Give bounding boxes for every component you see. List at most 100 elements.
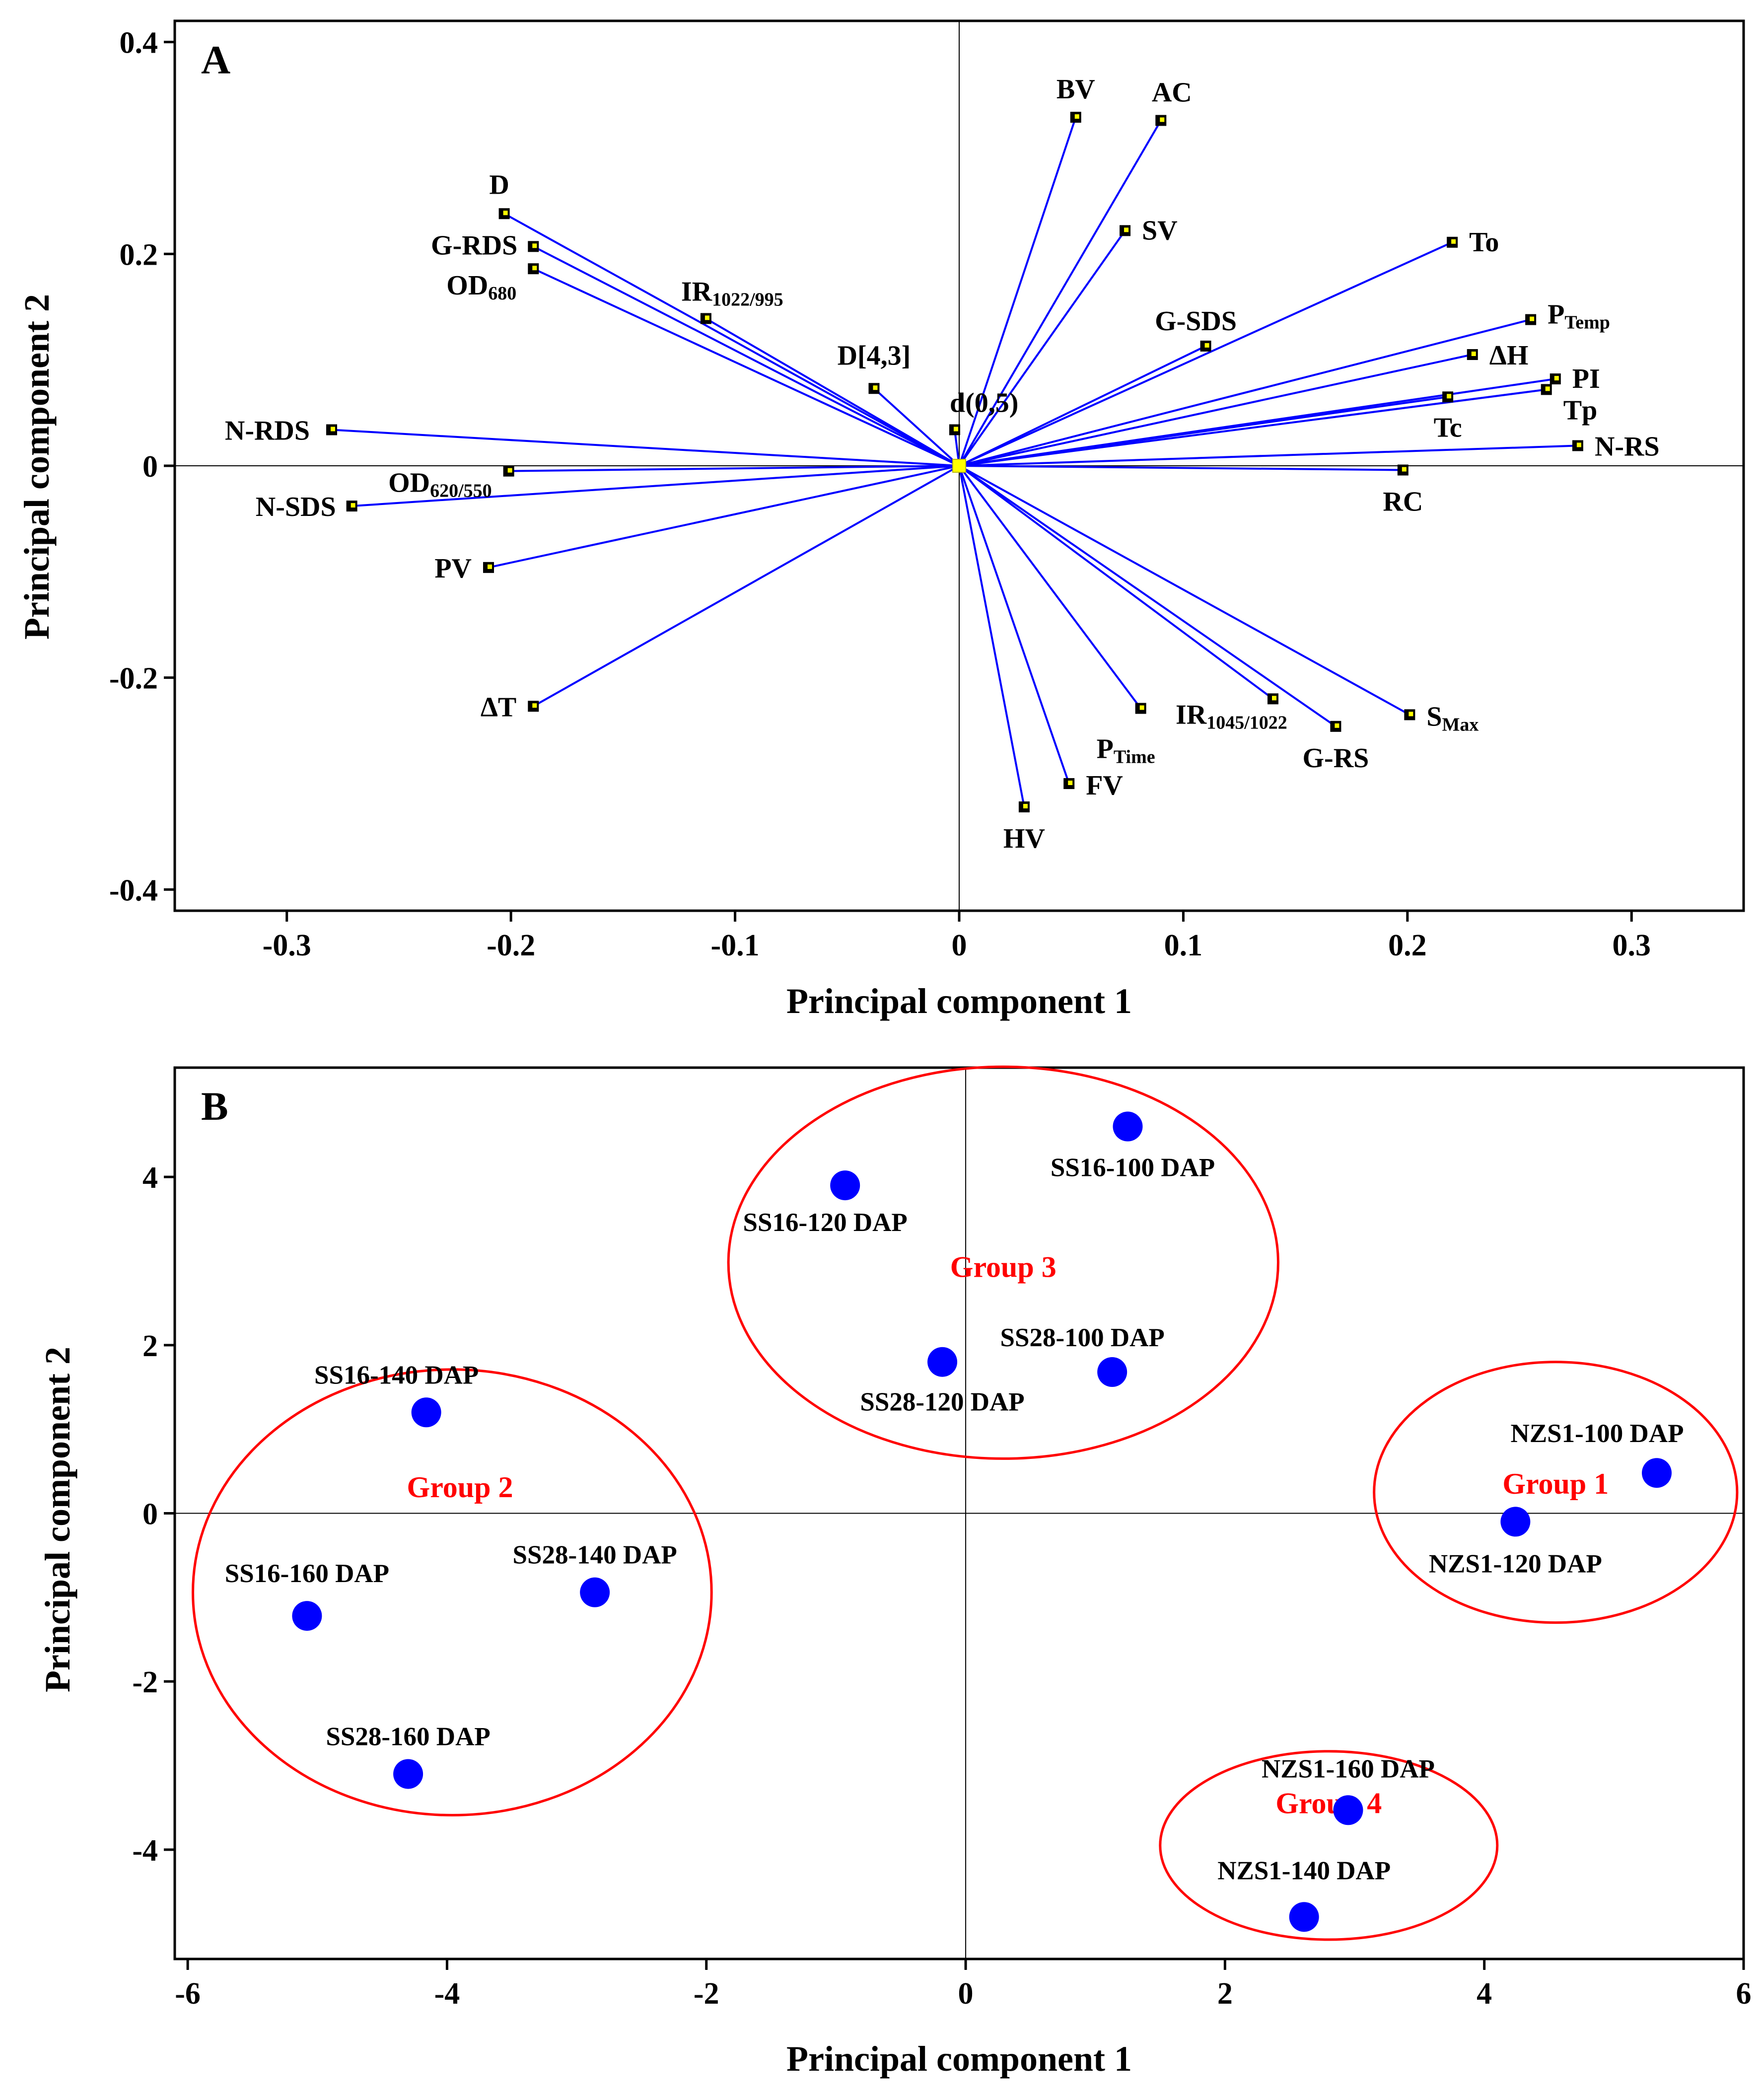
panel-b-group-ellipses: Group 1 Group 2 Group 3 Group 4 [192,1065,1739,1941]
label-group-1: Group 1 [1502,1467,1609,1500]
loading-origin-marker [952,459,966,473]
panel-b-reference-lines [175,1068,1744,1959]
panel-b-y-axis-title: Principal component 2 [38,1347,77,1692]
loading-label-delta-h: ΔH [1489,340,1529,371]
panel-b-y-tick-label: -2 [132,1666,158,1699]
panel-a-x-tick-label: -0.2 [487,929,535,962]
loading-label-tp: Tp [1563,395,1598,426]
panel-b-x-tick-label: 4 [1477,1977,1492,2011]
panel-a-x-tick-label: -0.3 [263,929,311,962]
panel-a-y-tick-label: 0.2 [120,238,158,272]
loading-marker-fill-hv [1023,803,1028,808]
loading-vector-d-4-3 [873,387,960,467]
panel-a-x-axis-title: Principal component 1 [786,981,1132,1021]
panel-b-x-tick-label: -6 [175,1977,201,2011]
loading-marker-fill-tp [1545,386,1550,391]
sample-label-nzs1-140-dap: NZS1-140 DAP [1217,1856,1391,1885]
loading-label-g-rs: G-RS [1303,743,1369,774]
sample-label-ss28-160-dap: SS28-160 DAP [326,1722,490,1751]
loading-label-pv: PV [434,553,472,584]
loading-label-bv: BV [1056,74,1095,105]
panel-a-y-axis-title: Principal component 2 [17,294,57,640]
loading-label-n-rs: N-RS [1595,431,1660,462]
loading-vector-ptime [958,465,1142,709]
panel-a-y-tick-label: -0.4 [109,873,158,907]
loading-label-d-4-3: D[4,3] [838,340,911,371]
panel-b-x-tick-label: -2 [694,1977,719,2011]
loading-label-g-sds: G-SDS [1155,306,1237,337]
loading-marker-fill-n-sds [351,503,355,508]
panel-b-ticks: -6 -4 -2 0 2 4 6 -4 -2 0 2 4 [132,1161,1751,2011]
sample-point-ss28-100-dap [1097,1357,1127,1387]
ellipse-group-3 [727,1065,1279,1460]
loading-label-rc: RC [1383,487,1423,517]
panel-b-x-tick-label: -4 [434,1977,460,2011]
loading-vector-fv [958,465,1070,784]
sample-point-ss28-140-dap [580,1577,610,1607]
panel-b-x-tick-label: 0 [958,1977,974,2011]
loading-vector-ir1045-1022 [958,465,1274,700]
panel-a-x-tick-label: 0 [952,929,967,962]
panel-b-scores-plot: Group 1 Group 2 Group 3 Group 4 SS16-100 DA… [38,1065,1752,2079]
loading-label-ir1022-995: IR1022/995 [681,276,783,310]
loading-vector-pv [488,465,960,569]
sample-point-ss16-160-dap [292,1601,322,1631]
ellipse-group-2 [192,1368,713,1816]
panel-a-ticks: -0.3 -0.2 -0.1 0 0.1 0.2 0.3 -0.4 -0.2 0 0.2 0.4 [109,26,1651,962]
loading-marker-fill-d-4-3 [873,385,878,390]
loading-label-pi: PI [1572,363,1600,394]
loading-label-ac: AC [1152,77,1192,108]
loading-marker-fill-pv [488,564,492,569]
panel-a-letter: A [201,37,230,82]
loading-label-fv: FV [1086,770,1123,801]
loading-vector-g-sds [959,345,1206,467]
panel-a-y-tick-label: -0.2 [109,662,158,696]
loading-vector-d [503,213,960,467]
loading-label-d: D [489,169,509,200]
sample-point-ss28-160-dap [393,1759,423,1789]
loading-vector-tc [959,396,1448,467]
sample-label-ss16-160-dap: SS16-160 DAP [225,1559,389,1588]
loading-vector-g-rs [958,465,1337,727]
loading-label-n-sds: N-SDS [256,492,336,522]
loading-vector-delta-h [959,354,1473,467]
sample-point-nzs1-120-dap [1500,1507,1531,1537]
loading-marker-fill-fv [1068,781,1073,785]
loading-marker-fill-pi [1554,376,1559,381]
sample-label-ss16-140-dap: SS16-140 DAP [314,1361,479,1389]
loading-marker-fill-ir1045-1022 [1272,696,1276,701]
loading-vector-g-rds [533,245,960,467]
loading-label-ptemp: PTemp [1548,299,1610,333]
panel-b-x-tick-label: 6 [1736,1977,1752,2011]
loading-marker-fill-d-0-5 [953,427,958,432]
sample-point-ss28-120-dap [927,1347,958,1377]
loading-marker-fill-od620-550 [507,468,512,473]
loading-marker-fill-bv [1074,114,1079,119]
loading-marker-fill-rc [1402,467,1407,472]
panel-b-y-tick-label: 2 [142,1329,158,1363]
loading-vector-n-rs [959,444,1578,467]
loading-marker-fill-n-rds [331,427,335,432]
panel-b-x-axis-title: Principal component 1 [786,2039,1132,2079]
panel-a-x-tick-label: 0.3 [1613,929,1651,962]
loading-label-od680: OD680 [446,270,516,304]
panel-a-x-tick-label: -0.1 [710,929,759,962]
loading-vector-smax [959,465,1410,716]
loading-label-n-rds: N-RDS [225,415,310,446]
loading-marker-fill-smax [1408,712,1413,717]
loading-vector-hv [958,465,1025,807]
label-group-2: Group 2 [407,1471,513,1504]
loading-label-smax: SMax [1426,701,1478,735]
ellipse-group-1 [1373,1361,1739,1624]
panel-b-x-tick-label: 2 [1217,1977,1233,2011]
sample-label-ss28-100-dap: SS28-100 DAP [1000,1323,1165,1352]
loading-vector-to [959,241,1453,467]
loading-label-g-rds: G-RDS [431,230,517,261]
loading-marker-fill-ir1022-995 [704,315,709,320]
panel-b-y-tick-label: -4 [132,1834,158,1868]
panel-a-loadings-plot: BV AC SV D G-RDS OD680 IR1022/995 To PTemp G-SDS Δ… [17,19,1745,1021]
panel-a-x-tick-label: 0.2 [1388,929,1427,962]
loading-marker-fill-g-rs [1335,723,1339,728]
loading-marker-fill-ptime [1139,705,1144,710]
sample-point-nzs1-160-dap [1333,1795,1363,1825]
